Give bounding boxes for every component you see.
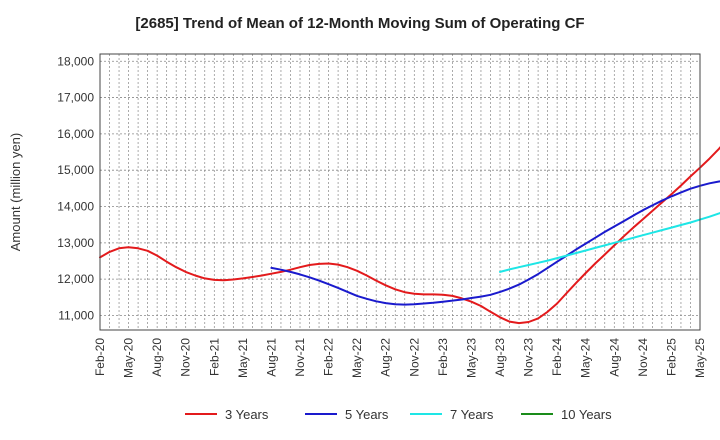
legend-item-3-years: 3 Years	[185, 407, 269, 422]
series-lines	[99, 146, 720, 325]
y-axis-label: Amount (million yen)	[8, 133, 23, 252]
x-tick-label: May-20	[122, 338, 136, 378]
x-tick-label: May-23	[464, 338, 478, 378]
legend-label: 7 Years	[450, 407, 494, 422]
y-tick-label: 18,000	[57, 54, 94, 68]
x-tick-label: Aug-23	[493, 338, 507, 377]
x-axis-ticks: Feb-20 May-20 Aug-20 Nov-20 Feb-21 May-21 Aug-…	[93, 338, 707, 378]
x-tick-label: Feb-23	[436, 338, 450, 376]
x-tick-label: Feb-20	[93, 338, 107, 376]
x-tick-label: Feb-21	[207, 338, 221, 376]
series-line-5-years	[270, 180, 720, 306]
grid	[99, 54, 701, 330]
legend-label: 3 Years	[225, 407, 269, 422]
x-tick-label: Aug-20	[150, 338, 164, 377]
x-tick-label: Nov-24	[636, 338, 650, 377]
x-tick-label: Feb-24	[550, 338, 564, 376]
plot-frame	[99, 53, 701, 331]
y-tick-label: 16,000	[57, 127, 94, 141]
x-tick-label: May-21	[236, 338, 250, 378]
legend: 3 Years 5 Years 7 Years 10 Years	[185, 407, 612, 422]
legend-label: 10 Years	[561, 407, 612, 422]
series-line-7-years	[499, 211, 720, 273]
x-tick-label: Feb-22	[322, 338, 336, 376]
y-tick-label: 11,000	[58, 308, 94, 322]
x-tick-label: Nov-21	[293, 338, 307, 377]
x-tick-label: Nov-20	[179, 338, 193, 377]
series-line-3-years	[99, 146, 720, 325]
y-tick-label: 13,000	[57, 236, 94, 250]
chart-title: [2685] Trend of Mean of 12-Month Moving …	[135, 15, 584, 32]
x-tick-label: May-24	[579, 338, 593, 378]
x-tick-label: May-25	[693, 338, 707, 378]
x-tick-label: Feb-25	[664, 338, 678, 376]
y-tick-label: 14,000	[57, 200, 94, 214]
x-tick-label: Aug-21	[264, 338, 278, 377]
y-tick-label: 17,000	[57, 91, 94, 105]
y-tick-label: 15,000	[57, 163, 94, 177]
legend-item-5-years: 5 Years	[305, 407, 389, 422]
x-tick-label: Aug-24	[607, 338, 621, 377]
y-axis-ticks: 11,000 12,000 13,000 14,000 15,000 16,000 17,0…	[57, 54, 94, 322]
x-tick-label: Nov-22	[407, 338, 421, 377]
x-tick-label: May-22	[350, 338, 364, 378]
x-tick-label: Nov-23	[522, 338, 536, 377]
x-tick-label: Aug-22	[379, 338, 393, 377]
y-tick-label: 12,000	[57, 272, 94, 286]
legend-label: 5 Years	[345, 407, 389, 422]
legend-item-10-years: 10 Years	[521, 407, 612, 422]
legend-item-7-years: 7 Years	[410, 407, 494, 422]
